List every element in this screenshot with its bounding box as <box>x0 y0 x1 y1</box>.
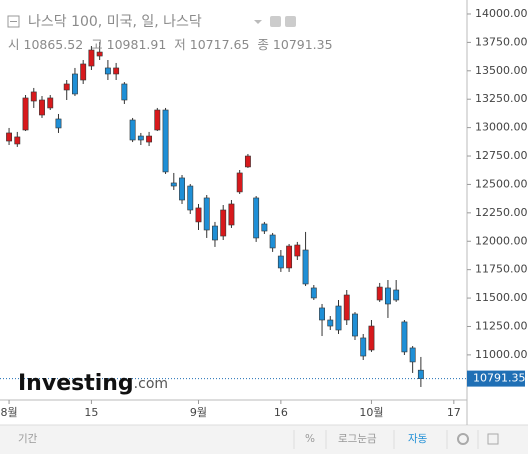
y-tick-label: 12000.00 <box>475 234 528 247</box>
open-value: 10865.52 <box>24 37 84 52</box>
candle-body <box>220 209 227 237</box>
y-tick-label: 12750.00 <box>475 149 528 162</box>
candle-body <box>162 109 169 173</box>
y-tick-label: 11000.00 <box>475 348 528 361</box>
candle-body <box>187 185 194 211</box>
low-label: 저 <box>174 37 186 52</box>
candle-body <box>244 155 251 168</box>
high-value: 10981.91 <box>107 37 167 52</box>
candle-body <box>55 118 62 129</box>
open-label: 시 <box>8 37 20 52</box>
dropdown-icon[interactable] <box>254 20 262 24</box>
candle-body <box>113 67 120 75</box>
candle-body <box>310 287 317 299</box>
watermark-brand: Investing <box>18 371 134 396</box>
candle-body <box>80 63 87 81</box>
candle-body <box>409 347 416 363</box>
y-tick-label: 12250.00 <box>475 206 528 219</box>
period-button[interactable]: 기간 <box>18 433 38 445</box>
candle-body <box>286 245 293 269</box>
candle-body <box>294 244 301 257</box>
chart-title: 나스닥 100, 미국, 일, 나스닥 <box>28 14 202 30</box>
auto-button[interactable]: 자동 <box>408 433 428 445</box>
candle-body <box>129 119 136 141</box>
x-tick-label: 10월 <box>359 406 383 419</box>
candle-body <box>30 91 37 102</box>
gear-icon[interactable] <box>457 433 469 445</box>
candle-body <box>236 172 243 193</box>
candle-body <box>269 234 276 249</box>
candle-body <box>203 197 210 231</box>
low-value: 10717.65 <box>190 37 250 52</box>
close-label: 종 <box>257 37 269 52</box>
x-tick-label: 8월 <box>0 406 17 419</box>
close-icon[interactable] <box>285 16 296 27</box>
settings-icon[interactable] <box>270 16 281 27</box>
candle-body <box>417 369 424 379</box>
percent-button[interactable]: % <box>305 433 315 445</box>
candle-body <box>376 286 383 301</box>
candle-body <box>39 99 45 116</box>
y-tick-label: 14000.00 <box>475 7 528 20</box>
toolbar-bg <box>0 425 528 454</box>
candle-body <box>121 83 128 101</box>
candle-body <box>327 319 334 327</box>
x-tick-label: 16 <box>274 406 288 419</box>
candle-body <box>179 177 185 201</box>
last-price-box <box>467 370 525 387</box>
candle-body <box>335 305 342 331</box>
candle-body <box>343 294 350 321</box>
candle-body <box>195 207 202 223</box>
candle-body <box>384 287 391 305</box>
candle-body <box>253 197 260 239</box>
y-tick-label: 13000.00 <box>475 121 528 134</box>
candle-body <box>401 321 408 353</box>
last-price-label: 10791.35 <box>473 372 526 385</box>
candle-body <box>14 136 21 145</box>
candle-body <box>22 97 29 131</box>
log-button[interactable]: 로그눈금 <box>338 433 377 445</box>
x-tick-label: 9월 <box>190 406 207 419</box>
y-tick-label: 11250.00 <box>475 319 528 332</box>
candle-body <box>212 225 218 241</box>
candle-body <box>63 83 70 91</box>
axes: 11000.00 11250.00 11500.00 11750.00 12000.00… <box>0 7 527 419</box>
candle-body <box>104 67 111 75</box>
marks <box>0 42 467 387</box>
candle-body <box>302 249 309 285</box>
x-tick-label: 15 <box>84 406 98 419</box>
candle-body <box>47 97 54 109</box>
candle-body <box>137 135 144 141</box>
collapse-icon[interactable] <box>7 15 20 28</box>
candle-body <box>319 307 325 321</box>
candle-body <box>146 135 153 143</box>
candle-body <box>261 223 268 232</box>
y-tick-label: 11750.00 <box>475 263 528 276</box>
ohlc-line: 시 10865.52 고 10981.91 저 10717.65 종 10791… <box>8 37 333 52</box>
candle-body <box>368 325 375 351</box>
watermark-suffix: .com <box>134 376 168 392</box>
watermark: Investing.com <box>18 371 168 396</box>
candle-body <box>352 313 358 337</box>
candle-body <box>277 255 284 269</box>
fullscreen-icon[interactable] <box>487 433 499 445</box>
y-tick-label: 13500.00 <box>475 64 528 77</box>
candle-body <box>96 51 103 57</box>
y-tick-label: 12500.00 <box>475 177 528 190</box>
candle-body <box>170 182 177 187</box>
y-tick-label: 13750.00 <box>475 35 528 48</box>
close-value: 10791.35 <box>273 37 333 52</box>
high-label: 고 <box>91 37 103 52</box>
candle-body <box>154 109 161 131</box>
candle-body <box>360 337 367 357</box>
x-tick-label: 17 <box>447 406 461 419</box>
candle-body <box>6 132 12 142</box>
candle-body <box>88 49 95 67</box>
candle-body <box>228 203 235 226</box>
candle-body <box>393 289 400 301</box>
candle-body <box>72 73 78 95</box>
y-tick-label: 11500.00 <box>475 291 528 304</box>
y-tick-label: 13250.00 <box>475 92 528 105</box>
